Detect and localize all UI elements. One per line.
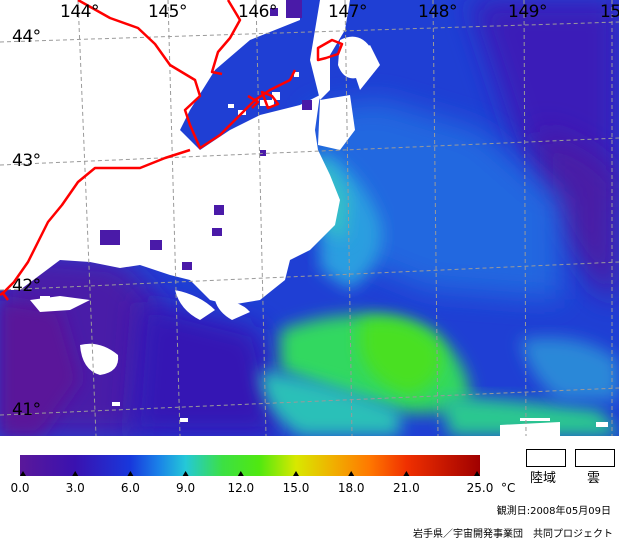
longitude-label-145: 145° bbox=[148, 2, 187, 22]
longitude-label-146: 146° bbox=[238, 2, 277, 22]
scale-tick-label: 6.0 bbox=[120, 481, 140, 495]
scale-tick-mark bbox=[182, 471, 189, 476]
scale-tick-mark bbox=[403, 471, 410, 476]
latitude-label-44: 44° bbox=[12, 27, 41, 47]
longitude-label-149: 149° bbox=[508, 2, 547, 22]
cloud-key-swatch bbox=[575, 449, 615, 467]
cloud-key-label: 雲 bbox=[587, 471, 601, 486]
graticule bbox=[0, 0, 619, 436]
scale-tick-label: 0.0 bbox=[10, 481, 30, 495]
scale-tick-mark bbox=[127, 471, 134, 476]
scale-tick-label: 18.0 bbox=[337, 481, 365, 495]
longitude-label-144: 144° bbox=[60, 2, 99, 22]
land-and-cloud-area bbox=[0, 0, 560, 436]
observation-date: 観測日:2008年05月09日 bbox=[496, 506, 611, 517]
scale-tick-label: 25.0 bbox=[466, 481, 494, 495]
land-key-swatch bbox=[526, 449, 566, 467]
latitude-label-42: 42° bbox=[12, 276, 41, 296]
latitude-label-41: 41° bbox=[12, 400, 41, 420]
color-scale-bar bbox=[20, 455, 480, 476]
temperature-color-scale bbox=[20, 455, 480, 476]
latitude-label-43: 43° bbox=[12, 151, 41, 171]
scale-tick-label: 15.0 bbox=[282, 481, 310, 495]
longitude-label-147: 147° bbox=[328, 2, 367, 22]
longitude-label-148: 148° bbox=[418, 2, 457, 22]
land-key-label: 陸域 bbox=[530, 471, 557, 486]
scale-tick-label: 12.0 bbox=[227, 481, 255, 495]
land-noise bbox=[100, 0, 312, 270]
scale-tick-mark bbox=[20, 471, 26, 476]
temperature-unit-label: °C bbox=[501, 481, 516, 495]
scale-tick-mark bbox=[293, 471, 299, 476]
scale-tick-label: 3.0 bbox=[65, 481, 85, 495]
scale-tick-label: 9.0 bbox=[176, 481, 196, 495]
credit-line: 岩手県／宇宙開発事業団 共同プロジェクト bbox=[413, 529, 613, 540]
scale-tick-mark bbox=[72, 471, 79, 476]
sea-surface-temperature-map bbox=[0, 0, 619, 436]
longitude-label-150: 15 bbox=[600, 2, 619, 22]
coastline bbox=[0, 0, 344, 301]
scale-tick-mark bbox=[474, 471, 480, 476]
scale-tick-label: 21.0 bbox=[393, 481, 420, 495]
scale-tick-mark bbox=[237, 471, 244, 476]
scale-tick-mark bbox=[348, 471, 355, 476]
